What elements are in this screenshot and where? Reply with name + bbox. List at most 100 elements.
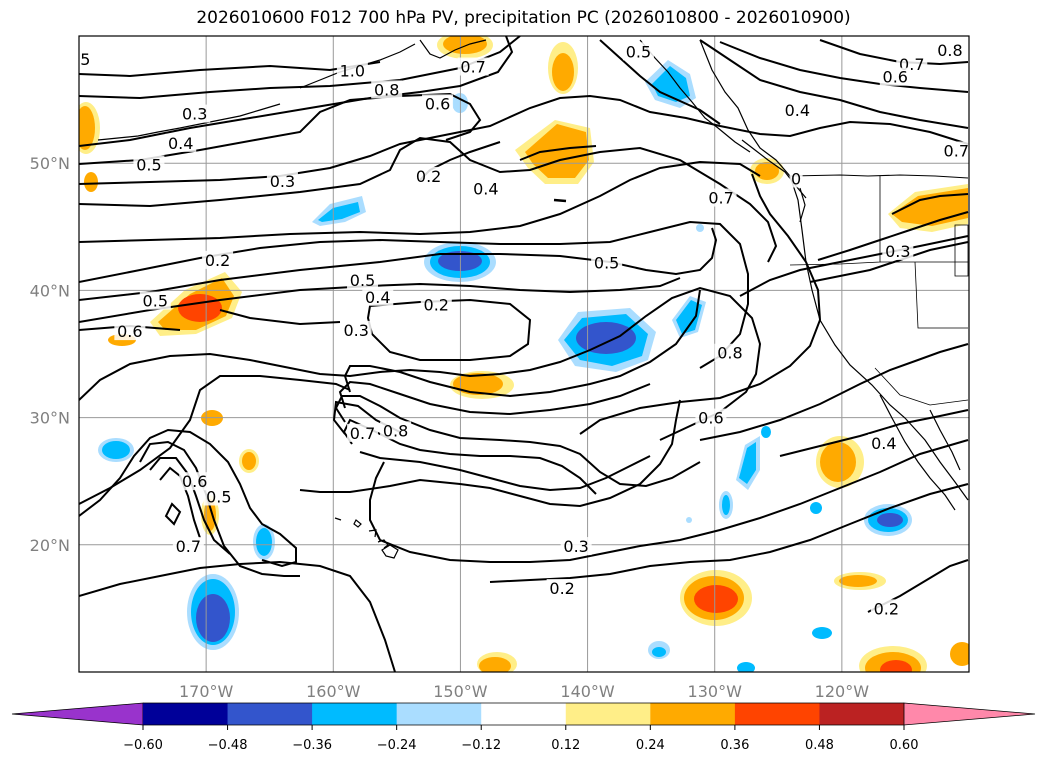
colorbar-cell (227, 703, 313, 725)
contour-label: 0.3 (182, 105, 207, 124)
contour-label-background (202, 250, 234, 269)
contour-label: 0.5 (626, 42, 651, 61)
contour-labels: 51.00.80.60.30.40.50.3 0.20.40.70.50.40.8… (78, 40, 972, 618)
contour-label: 0.5 (136, 155, 161, 174)
colorbar-under-arrow (11, 702, 144, 726)
contour-label-background (420, 295, 452, 314)
hawaiian-islands (334, 517, 399, 559)
longitude-label: 160°W (306, 682, 361, 701)
colorbar-cell (819, 703, 905, 725)
colorbar-cell (312, 703, 398, 725)
contour-label-background (591, 253, 623, 272)
contour-label-background (781, 100, 813, 119)
colorbar-tick-label: −0.12 (461, 738, 501, 753)
contour-label: 0.6 (698, 409, 723, 428)
latitude-label: 50°N (30, 154, 70, 173)
contour-label-background (340, 320, 372, 339)
contour-label: 0.7 (350, 424, 375, 443)
contour-label: 0.8 (383, 421, 408, 440)
contour-label: 0.5 (206, 487, 231, 506)
longitude-label: 120°W (815, 682, 870, 701)
contour-label-background (870, 599, 902, 618)
contour-label-background (114, 322, 146, 341)
contour-label: 0.2 (205, 251, 230, 270)
contour-label-background (371, 80, 403, 99)
colorbar-tick-label: −0.48 (208, 738, 248, 753)
longitude-label: 170°W (179, 682, 234, 701)
contour-label: 0.4 (168, 134, 193, 153)
longitude-label: 140°W (560, 682, 615, 701)
pv-contours (79, 36, 969, 672)
contour-label-background (695, 408, 727, 427)
contour-label-background (457, 57, 489, 76)
contour-label: 0.2 (549, 579, 574, 598)
colorbar: −0.60 −0.48 −0.36 −0.24 −0.12 0.12 0.24 0.36 0.4… (11, 702, 1036, 753)
latitude-labels: 50°N 40°N 30°N 20°N (30, 154, 70, 555)
contour-label: 0.4 (473, 180, 498, 199)
contour-label-background (266, 172, 298, 191)
contour-label: 0.8 (374, 80, 399, 99)
contour-label: 0.3 (270, 172, 295, 191)
contour-label: 0.6 (883, 68, 908, 87)
colorbar-tick-label: −0.24 (377, 738, 417, 753)
map-frame (78, 35, 970, 673)
contour-label-background (622, 42, 654, 61)
contour-label: 0.7 (708, 189, 733, 208)
contour-label: 0.2 (424, 295, 449, 314)
contour-label-background (78, 49, 92, 68)
contour-label-background (139, 291, 171, 310)
contour-label-background (172, 537, 204, 556)
contour-label: 0.2 (874, 599, 899, 618)
colorbar-cell (481, 703, 567, 725)
contour-label: 0.4 (785, 101, 810, 120)
precipitation-shading (79, 36, 969, 672)
contour-label-background (934, 40, 966, 59)
colorbar-cell (565, 703, 651, 725)
colorbar-tick-label: −0.36 (292, 738, 332, 753)
contour-label-background (179, 472, 211, 491)
contour-label: 1.0 (340, 61, 365, 80)
contour-label: 0.7 (176, 537, 201, 556)
map-title: 2026010600 F012 700 hPa PV, precipitatio… (196, 8, 851, 28)
contour-label: 0.6 (425, 94, 450, 113)
contour-label-background (714, 343, 746, 362)
contour-label: 0.5 (594, 253, 619, 272)
contour-label-background (179, 104, 211, 123)
colorbar-cell (734, 703, 820, 725)
colorbar-cell (396, 703, 482, 725)
contour-label: 0.6 (182, 472, 207, 491)
contour-label: 0.3 (343, 321, 368, 340)
latitude-label: 40°N (30, 281, 70, 300)
contour-label: 0.8 (717, 344, 742, 363)
colorbar-cell (650, 703, 736, 725)
contour-label: 0.7 (460, 58, 485, 77)
colorbar-tick-label: 0.60 (890, 738, 919, 753)
contour-label-background (362, 287, 394, 306)
contour-label: 0.3 (563, 537, 588, 556)
latitude-label: 30°N (30, 409, 70, 428)
contour-label: 0 (791, 169, 801, 188)
contour-label-background (470, 179, 502, 198)
contour-label: 0.4 (365, 288, 390, 307)
longitude-labels: 170°W 160°W 150°W 140°W 130°W 120°W (179, 682, 869, 701)
latitude-label: 20°N (30, 536, 70, 555)
colorbar-tick-label: 0.12 (551, 738, 580, 753)
contour-label-background (546, 579, 578, 598)
precip-negative (98, 60, 912, 672)
contour-label: 0.3 (885, 242, 910, 261)
contour-label-background (347, 271, 379, 290)
longitude-label: 150°W (433, 682, 488, 701)
contour-label-background (940, 141, 972, 160)
contour-label-background (560, 537, 592, 556)
contour-label: 0.6 (117, 322, 142, 341)
contour-label-background (336, 61, 368, 80)
contour-label-background (380, 421, 412, 440)
contour-label: 0.8 (937, 41, 962, 60)
colorbar-over-arrow (903, 702, 1036, 726)
contour-label: 0.7 (944, 141, 969, 160)
contour-label-background (203, 487, 235, 506)
contour-label: 0.2 (416, 167, 441, 186)
contour-label: 0.5 (143, 292, 168, 311)
colorbar-tick-label: 0.24 (636, 738, 665, 753)
